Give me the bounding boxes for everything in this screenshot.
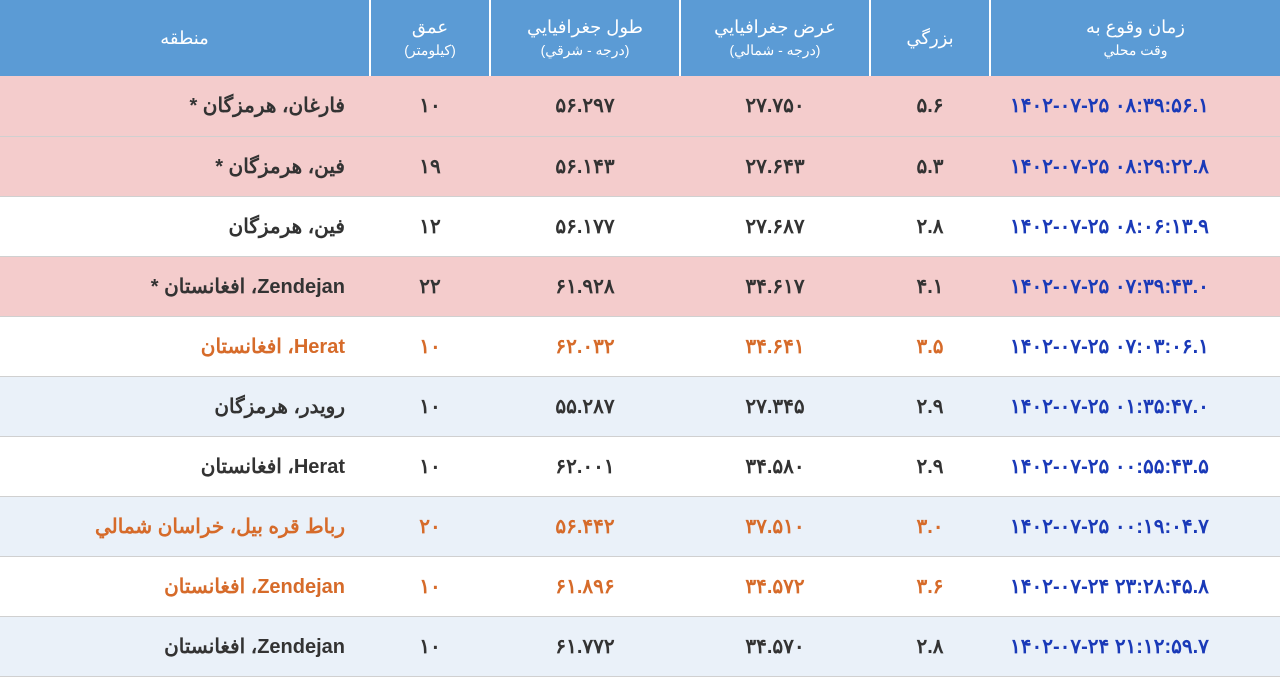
cell-longitude: ۶۱.۹۲۸ <box>490 256 680 316</box>
earthquake-table: زمان وقوع به وقت محلي بزرگي عرض جغرافياي… <box>0 0 1280 677</box>
cell-magnitude: ۳.۶ <box>870 556 990 616</box>
cell-latitude: ۲۷.۶۴۳ <box>680 136 870 196</box>
cell-longitude: ۵۵.۲۸۷ <box>490 376 680 436</box>
cell-depth: ۱۰ <box>370 376 490 436</box>
header-time-sub: وقت محلي <box>999 42 1272 59</box>
cell-region: فین، هرمزگان * <box>0 136 370 196</box>
cell-time: ۱۴۰۲-۰۷-۲۵ ۰۷:۰۳:۰۶.۱ <box>990 316 1280 376</box>
header-row: زمان وقوع به وقت محلي بزرگي عرض جغرافياي… <box>0 0 1280 76</box>
table-row[interactable]: ۱۴۰۲-۰۷-۲۵ ۰۰:۱۹:۰۴.۷۳.۰۳۷.۵۱۰۵۶.۴۴۲۲۰رب… <box>0 496 1280 556</box>
cell-longitude: ۵۶.۱۴۳ <box>490 136 680 196</box>
table-row[interactable]: ۱۴۰۲-۰۷-۲۵ ۰۸:۳۹:۵۶.۱۵.۶۲۷.۷۵۰۵۶.۲۹۷۱۰فا… <box>0 76 1280 136</box>
cell-region: فین، هرمزگان <box>0 196 370 256</box>
cell-time: ۱۴۰۲-۰۷-۲۵ ۰۸:۳۹:۵۶.۱ <box>990 76 1280 136</box>
cell-magnitude: ۲.۹ <box>870 436 990 496</box>
header-latitude-main: عرض جغرافيايي <box>714 17 836 37</box>
cell-time: ۱۴۰۲-۰۷-۲۴ ۲۱:۱۲:۵۹.۷ <box>990 616 1280 676</box>
table-row[interactable]: ۱۴۰۲-۰۷-۲۵ ۰۸:۲۹:۲۲.۸۵.۳۲۷.۶۴۳۵۶.۱۴۳۱۹فی… <box>0 136 1280 196</box>
cell-longitude: ۶۲.۰۳۲ <box>490 316 680 376</box>
cell-depth: ۱۰ <box>370 616 490 676</box>
cell-time: ۱۴۰۲-۰۷-۲۵ ۰۰:۵۵:۴۳.۵ <box>990 436 1280 496</box>
table-row[interactable]: ۱۴۰۲-۰۷-۲۵ ۰۷:۰۳:۰۶.۱۳.۵۳۴.۶۴۱۶۲.۰۳۲۱۰He… <box>0 316 1280 376</box>
header-region: منطقه <box>0 0 370 76</box>
cell-longitude: ۶۱.۷۷۲ <box>490 616 680 676</box>
cell-latitude: ۳۷.۵۱۰ <box>680 496 870 556</box>
table-row[interactable]: ۱۴۰۲-۰۷-۲۴ ۲۳:۲۸:۴۵.۸۳.۶۳۴.۵۷۲۶۱.۸۹۶۱۰Ze… <box>0 556 1280 616</box>
cell-magnitude: ۵.۶ <box>870 76 990 136</box>
header-depth-main: عمق <box>412 17 448 37</box>
cell-latitude: ۳۴.۵۸۰ <box>680 436 870 496</box>
header-longitude-sub: (درجه - شرقي) <box>499 42 671 59</box>
cell-latitude: ۳۴.۶۱۷ <box>680 256 870 316</box>
cell-region: Zendejan، افغانستان * <box>0 256 370 316</box>
cell-depth: ۱۰ <box>370 76 490 136</box>
cell-time: ۱۴۰۲-۰۷-۲۵ ۰۷:۳۹:۴۳.۰ <box>990 256 1280 316</box>
cell-latitude: ۳۴.۵۷۰ <box>680 616 870 676</box>
table-row[interactable]: ۱۴۰۲-۰۷-۲۵ ۰۸:۰۶:۱۳.۹۲.۸۲۷.۶۸۷۵۶.۱۷۷۱۲فی… <box>0 196 1280 256</box>
cell-region: رویدر، هرمزگان <box>0 376 370 436</box>
cell-magnitude: ۵.۳ <box>870 136 990 196</box>
cell-latitude: ۳۴.۵۷۲ <box>680 556 870 616</box>
header-longitude-main: طول جغرافيايي <box>527 17 643 37</box>
header-depth: عمق (کيلومتر) <box>370 0 490 76</box>
cell-time: ۱۴۰۲-۰۷-۲۵ ۰۱:۳۵:۴۷.۰ <box>990 376 1280 436</box>
cell-region: Zendejan، افغانستان <box>0 616 370 676</box>
cell-depth: ۱۰ <box>370 556 490 616</box>
header-magnitude-main: بزرگي <box>906 28 953 48</box>
header-magnitude: بزرگي <box>870 0 990 76</box>
cell-region: Herat، افغانستان <box>0 316 370 376</box>
cell-magnitude: ۴.۱ <box>870 256 990 316</box>
header-latitude: عرض جغرافيايي (درجه - شمالي) <box>680 0 870 76</box>
cell-depth: ۲۲ <box>370 256 490 316</box>
cell-region: Zendejan، افغانستان <box>0 556 370 616</box>
cell-depth: ۱۰ <box>370 316 490 376</box>
header-region-main: منطقه <box>160 28 209 48</box>
cell-time: ۱۴۰۲-۰۷-۲۵ ۰۸:۰۶:۱۳.۹ <box>990 196 1280 256</box>
cell-latitude: ۲۷.۶۸۷ <box>680 196 870 256</box>
cell-longitude: ۵۶.۴۴۲ <box>490 496 680 556</box>
table-row[interactable]: ۱۴۰۲-۰۷-۲۵ ۰۰:۵۵:۴۳.۵۲.۹۳۴.۵۸۰۶۲.۰۰۱۱۰He… <box>0 436 1280 496</box>
cell-time: ۱۴۰۲-۰۷-۲۵ ۰۰:۱۹:۰۴.۷ <box>990 496 1280 556</box>
cell-depth: ۱۰ <box>370 436 490 496</box>
cell-depth: ۱۲ <box>370 196 490 256</box>
cell-magnitude: ۲.۸ <box>870 196 990 256</box>
cell-magnitude: ۳.۰ <box>870 496 990 556</box>
cell-longitude: ۶۲.۰۰۱ <box>490 436 680 496</box>
table-row[interactable]: ۱۴۰۲-۰۷-۲۴ ۲۱:۱۲:۵۹.۷۲.۸۳۴.۵۷۰۶۱.۷۷۲۱۰Ze… <box>0 616 1280 676</box>
cell-latitude: ۲۷.۷۵۰ <box>680 76 870 136</box>
cell-magnitude: ۳.۵ <box>870 316 990 376</box>
header-time: زمان وقوع به وقت محلي <box>990 0 1280 76</box>
cell-longitude: ۵۶.۲۹۷ <box>490 76 680 136</box>
header-longitude: طول جغرافيايي (درجه - شرقي) <box>490 0 680 76</box>
cell-region: فارغان، هرمزگان * <box>0 76 370 136</box>
cell-time: ۱۴۰۲-۰۷-۲۴ ۲۳:۲۸:۴۵.۸ <box>990 556 1280 616</box>
header-latitude-sub: (درجه - شمالي) <box>689 42 861 59</box>
table-row[interactable]: ۱۴۰۲-۰۷-۲۵ ۰۱:۳۵:۴۷.۰۲.۹۲۷.۳۴۵۵۵.۲۸۷۱۰رو… <box>0 376 1280 436</box>
cell-time: ۱۴۰۲-۰۷-۲۵ ۰۸:۲۹:۲۲.۸ <box>990 136 1280 196</box>
table-row[interactable]: ۱۴۰۲-۰۷-۲۵ ۰۷:۳۹:۴۳.۰۴.۱۳۴.۶۱۷۶۱.۹۲۸۲۲Ze… <box>0 256 1280 316</box>
table-body: ۱۴۰۲-۰۷-۲۵ ۰۸:۳۹:۵۶.۱۵.۶۲۷.۷۵۰۵۶.۲۹۷۱۰فا… <box>0 76 1280 676</box>
cell-region: رباط قره بیل، خراسان شمالي <box>0 496 370 556</box>
cell-latitude: ۲۷.۳۴۵ <box>680 376 870 436</box>
header-time-main: زمان وقوع به <box>1086 17 1185 37</box>
cell-magnitude: ۲.۸ <box>870 616 990 676</box>
cell-depth: ۲۰ <box>370 496 490 556</box>
cell-region: Herat، افغانستان <box>0 436 370 496</box>
cell-magnitude: ۲.۹ <box>870 376 990 436</box>
cell-longitude: ۵۶.۱۷۷ <box>490 196 680 256</box>
header-depth-sub: (کيلومتر) <box>379 42 481 59</box>
cell-depth: ۱۹ <box>370 136 490 196</box>
cell-longitude: ۶۱.۸۹۶ <box>490 556 680 616</box>
cell-latitude: ۳۴.۶۴۱ <box>680 316 870 376</box>
